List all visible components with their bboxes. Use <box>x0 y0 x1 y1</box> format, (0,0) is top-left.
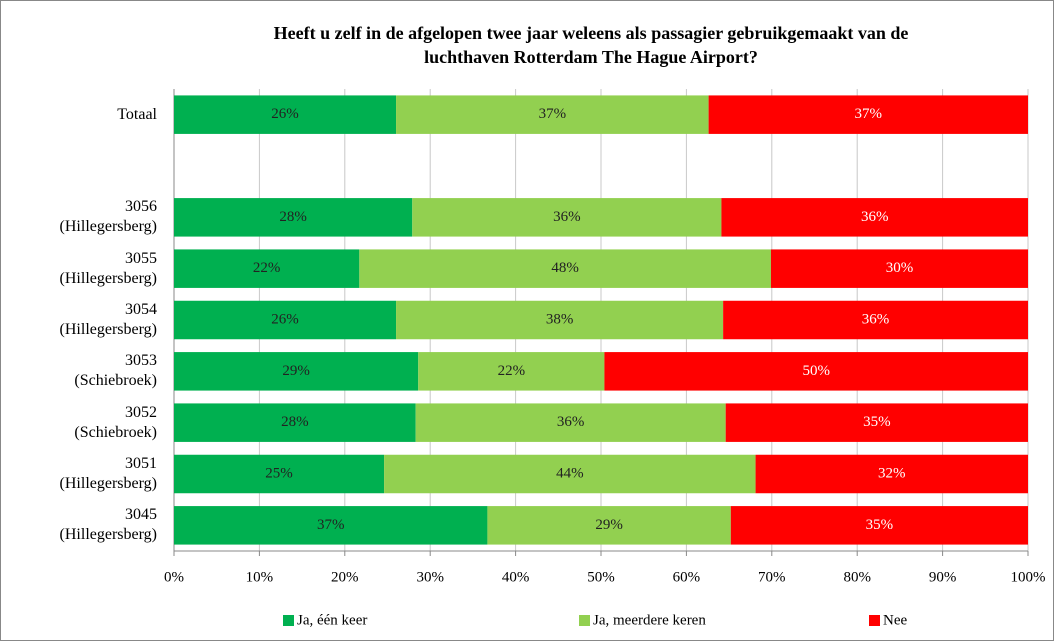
bar-segment <box>174 352 419 391</box>
data-label: 35% <box>866 517 894 533</box>
bar-segment <box>730 506 1028 545</box>
data-label: 32% <box>878 465 906 481</box>
data-label: 26% <box>271 311 299 327</box>
bar-segment <box>412 198 722 237</box>
bar-segment <box>721 198 1028 237</box>
x-tick-label: 40% <box>502 569 530 585</box>
data-label: 29% <box>595 517 623 533</box>
x-tick-label: 0% <box>164 569 184 585</box>
x-tick-label: 80% <box>843 569 871 585</box>
chart-title: Heeft u zelf in de afgelopen twee jaar w… <box>273 23 909 67</box>
bar-segment <box>174 300 397 340</box>
legend-swatch <box>283 615 294 626</box>
data-label: 35% <box>863 414 891 430</box>
data-label: 50% <box>802 363 830 379</box>
legend-label: Ja, meerdere keren <box>593 612 706 628</box>
x-tick-label: 60% <box>673 569 701 585</box>
data-label: 25% <box>265 465 293 481</box>
bar-segment <box>384 454 756 494</box>
legend-swatch <box>869 615 880 626</box>
x-tick-label: 10% <box>246 569 274 585</box>
data-label: 44% <box>556 465 584 481</box>
bar-segment <box>359 249 771 288</box>
y-tick-label: 3052 (Schiebroek) <box>74 403 157 441</box>
bar-segment <box>418 352 605 391</box>
legend-label: Nee <box>883 612 907 628</box>
bar-segment <box>723 300 1028 340</box>
data-label: 37% <box>855 106 883 122</box>
y-tick-label: 3054 (Hillegersberg) <box>59 301 157 338</box>
bar-segment <box>415 403 726 442</box>
bar-segment <box>174 249 360 288</box>
y-tick-label: 3045 (Hillegersberg) <box>59 506 157 544</box>
legend-label: Ja, één keer <box>297 612 367 628</box>
bar-segment <box>487 506 731 545</box>
data-label: 30% <box>886 260 914 276</box>
data-label: 38% <box>546 311 574 327</box>
data-label: 22% <box>253 260 281 276</box>
y-tick-label: Totaal <box>117 105 157 123</box>
bar-segment <box>174 454 385 494</box>
data-label: 36% <box>553 209 581 225</box>
y-tick-label: 3056 (Hillegersberg) <box>59 198 157 236</box>
legend-swatch <box>579 615 590 626</box>
data-label: 48% <box>551 260 579 276</box>
data-label: 36% <box>557 414 585 430</box>
y-tick-label: 3051 (Hillegersberg) <box>59 455 157 492</box>
data-label: 26% <box>271 106 299 122</box>
x-tick-label: 20% <box>331 569 359 585</box>
bar-segment <box>174 198 413 237</box>
bar-segment <box>755 454 1028 494</box>
bar-segment <box>174 506 488 545</box>
bar-segment <box>174 95 397 134</box>
bar-segment <box>725 403 1028 442</box>
bar-segment <box>396 95 709 134</box>
x-tick-label: 50% <box>587 569 615 585</box>
data-label: 36% <box>861 209 889 225</box>
y-tick-label: 3055 (Hillegersberg) <box>59 249 157 287</box>
data-label: 36% <box>862 311 890 327</box>
bar-segment <box>770 249 1028 288</box>
data-label: 37% <box>317 517 345 533</box>
bar-segment <box>396 300 724 340</box>
bar-segment <box>604 352 1028 391</box>
data-label: 28% <box>279 209 307 225</box>
data-label: 29% <box>282 363 310 379</box>
x-tick-label: 100% <box>1011 569 1046 585</box>
y-tick-label: 3053 (Schiebroek) <box>74 352 157 390</box>
data-label: 22% <box>498 363 526 379</box>
data-label: 28% <box>281 414 309 430</box>
bar-segment <box>708 95 1028 134</box>
bar-segment <box>174 403 416 442</box>
x-tick-label: 90% <box>929 569 957 585</box>
data-label: 37% <box>539 106 567 122</box>
x-tick-label: 30% <box>416 569 444 585</box>
x-tick-label: 70% <box>758 569 786 585</box>
